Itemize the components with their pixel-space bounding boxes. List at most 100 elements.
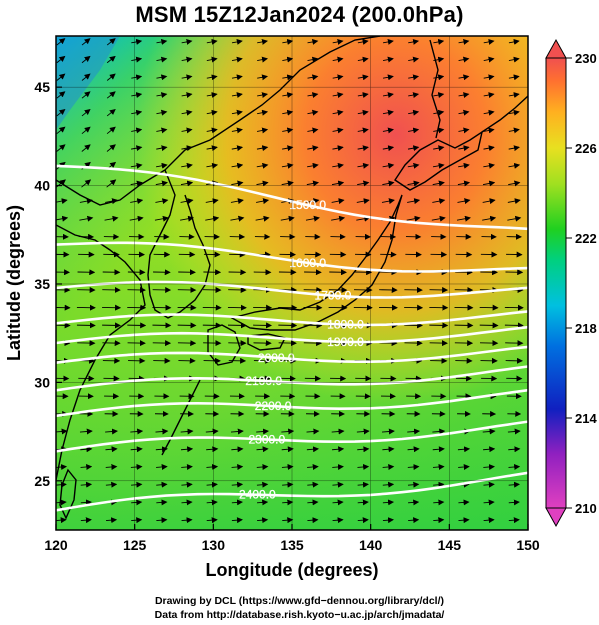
- wind-arrow: [155, 180, 169, 187]
- wind-arrow: [206, 38, 218, 45]
- wind-arrow: [282, 74, 294, 81]
- wind-arrow: [332, 127, 344, 134]
- wind-arrow: [131, 517, 143, 524]
- contour-label: 1600.0: [289, 256, 326, 270]
- y-axis-label: Latitude (degrees): [4, 205, 24, 361]
- wind-arrow: [231, 56, 243, 63]
- wind-arrow: [483, 499, 495, 506]
- wind-arrow: [79, 198, 93, 205]
- wind-arrow: [408, 109, 420, 116]
- wind-arrow: [231, 180, 244, 187]
- wind-arrow: [483, 127, 495, 134]
- wind-arrow: [332, 446, 345, 453]
- wind-arrow: [282, 145, 294, 152]
- wind-arrow: [56, 91, 66, 99]
- wind-arrow: [458, 464, 470, 470]
- wind-arrow: [456, 215, 471, 222]
- wind-arrow: [80, 446, 93, 453]
- contour-label: 2000.0: [258, 351, 295, 365]
- wind-arrow: [231, 109, 243, 116]
- wind-arrow: [331, 215, 346, 222]
- wind-arrow: [458, 92, 470, 98]
- colorbar-tick-label: 226: [575, 141, 597, 156]
- wind-arrow: [256, 162, 269, 169]
- wind-arrow: [206, 464, 219, 470]
- wind-arrow: [332, 109, 344, 116]
- wind-arrow: [433, 499, 445, 506]
- wind-arrow: [483, 92, 495, 98]
- wind-arrow: [131, 56, 143, 63]
- wind-arrow: [156, 145, 168, 152]
- chart-title: MSM 15Z12Jan2024 (200.0hPa): [135, 2, 464, 27]
- wind-arrow: [508, 446, 521, 453]
- wind-arrow: [231, 145, 244, 152]
- colorbar-min-arrow: [545, 507, 567, 528]
- wind-arrow: [357, 499, 369, 506]
- china-coast: [56, 224, 146, 481]
- wind-arrow: [307, 162, 319, 169]
- wind-arrow: [432, 464, 445, 470]
- wind-arrow: [180, 198, 194, 205]
- wind-arrow: [482, 180, 496, 187]
- wind-arrow: [282, 109, 294, 116]
- wind-arrow: [433, 56, 445, 63]
- wind-arrow: [305, 215, 320, 222]
- y-tick-label: 45: [34, 79, 50, 95]
- wind-arrow: [206, 145, 218, 152]
- wind-arrow: [458, 145, 470, 152]
- wind-arrow: [206, 481, 218, 488]
- honshu-coast: [230, 194, 403, 331]
- credits: Drawing by DCL (https://www.gfd−dennou.o…: [0, 594, 599, 622]
- wind-arrow: [105, 517, 118, 524]
- colorbar-max-arrow: [545, 38, 567, 59]
- wind-arrow: [357, 464, 370, 470]
- wind-arrow: [407, 446, 420, 453]
- wind-arrow: [458, 74, 470, 81]
- wind-arrow: [382, 180, 395, 187]
- wind-arrow: [156, 56, 168, 63]
- wind-arrow: [80, 499, 92, 506]
- wind-arrow: [56, 55, 66, 64]
- wind-arrow: [104, 198, 119, 205]
- wind-arrow: [231, 74, 243, 81]
- wind-arrow: [181, 464, 193, 470]
- y-tick-label: 40: [34, 178, 50, 194]
- wind-arrow: [382, 145, 395, 152]
- wind-arrow: [155, 198, 169, 205]
- wind-arrow: [306, 198, 320, 205]
- wind-arrow: [131, 499, 143, 506]
- wind-arrow: [106, 38, 116, 46]
- wind-arrow: [230, 428, 244, 435]
- wind-arrow: [131, 109, 143, 116]
- wind-arrow: [331, 428, 345, 435]
- wind-arrow: [332, 499, 344, 506]
- wind-arrow: [205, 428, 219, 435]
- wind-arrow: [180, 428, 194, 435]
- wind-arrow: [156, 92, 168, 98]
- wind-arrow: [306, 428, 320, 435]
- wind-arrow: [181, 127, 193, 134]
- wind-arrow: [206, 74, 218, 81]
- wind-arrow: [382, 109, 394, 116]
- wind-arrow: [433, 38, 445, 45]
- wind-arrow: [458, 127, 470, 134]
- mainland-coast: [56, 36, 381, 206]
- wind-arrow: [257, 517, 269, 524]
- wind-arrow: [356, 215, 371, 222]
- wind-arrow: [106, 179, 117, 188]
- credits-drawing: Drawing by DCL (https://www.gfd−dennou.o…: [154, 595, 445, 607]
- wind-arrow: [306, 180, 320, 187]
- x-tick-label: 140: [359, 537, 383, 553]
- wind-arrow: [206, 162, 219, 169]
- wind-arrow: [181, 109, 193, 116]
- wind-arrow: [281, 446, 294, 453]
- wind-arrow: [382, 56, 394, 63]
- wind-arrow: [281, 428, 295, 435]
- wind-arrow: [307, 517, 319, 524]
- wind-arrow: [155, 162, 168, 169]
- wind-arrow: [256, 180, 269, 187]
- wind-arrow: [156, 38, 168, 45]
- wind-arrow: [407, 464, 420, 470]
- wind-arrow: [56, 126, 66, 135]
- wind-arrow: [56, 108, 66, 117]
